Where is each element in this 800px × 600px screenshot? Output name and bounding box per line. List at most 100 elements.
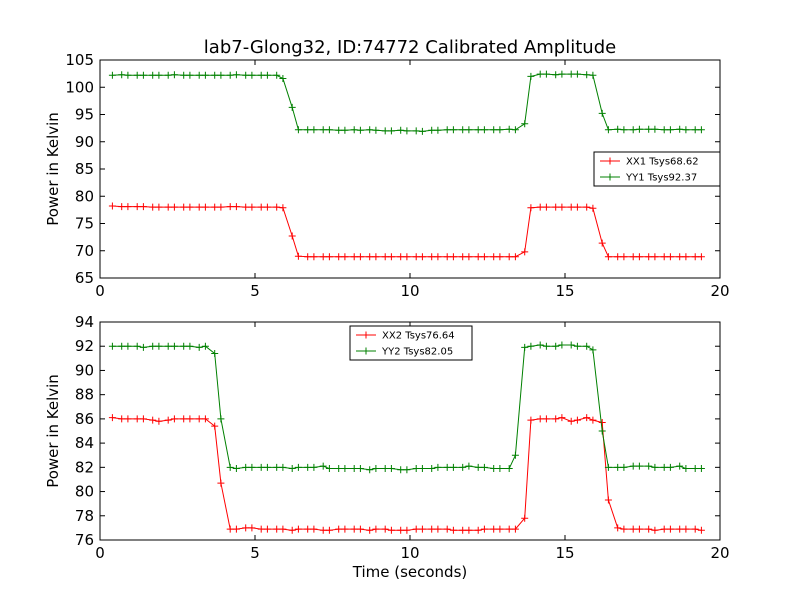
data-point xyxy=(682,126,690,134)
y-tick-label: 92 xyxy=(75,337,94,355)
data-point xyxy=(418,465,426,473)
data-point xyxy=(527,342,535,350)
data-point xyxy=(366,126,374,134)
data-point xyxy=(133,342,141,350)
data-point xyxy=(459,253,467,261)
data-point xyxy=(195,71,203,79)
data-point xyxy=(527,416,535,424)
data-point xyxy=(614,253,622,261)
x-axis-label: Time (seconds) xyxy=(352,563,468,581)
data-point xyxy=(660,253,668,261)
y-tick-label: 85 xyxy=(75,160,94,178)
data-point xyxy=(372,525,380,533)
data-point xyxy=(304,463,312,471)
data-point xyxy=(217,203,225,211)
data-point xyxy=(449,526,457,534)
data-point xyxy=(474,126,482,134)
data-point xyxy=(465,462,473,470)
data-point xyxy=(263,203,271,211)
data-point xyxy=(164,416,172,424)
data-point xyxy=(180,203,188,211)
data-point xyxy=(310,253,318,261)
data-point xyxy=(201,342,209,350)
data-point xyxy=(697,526,705,534)
data-point xyxy=(366,466,374,474)
legend: XX1 Tsys68.62 YY1 Tsys92.37 xyxy=(593,151,721,187)
data-point xyxy=(573,416,581,424)
data-point xyxy=(257,71,265,79)
x-tick-label: 10 xyxy=(400,282,419,300)
y-tick-label: 84 xyxy=(75,434,94,452)
data-point xyxy=(288,526,296,534)
data-point xyxy=(449,253,457,261)
data-point xyxy=(139,415,147,423)
data-point xyxy=(294,525,302,533)
data-point xyxy=(465,126,473,134)
data-point xyxy=(201,203,209,211)
data-point xyxy=(248,203,256,211)
data-point xyxy=(691,465,699,473)
data-point xyxy=(387,253,395,261)
data-point xyxy=(335,465,343,473)
data-point xyxy=(505,525,513,533)
data-point xyxy=(381,253,389,261)
data-point xyxy=(511,525,519,533)
data-point xyxy=(459,463,467,471)
data-point xyxy=(645,125,653,133)
data-point xyxy=(443,463,451,471)
data-point xyxy=(139,343,147,351)
data-point xyxy=(155,71,163,79)
data-point xyxy=(589,71,597,79)
data-point xyxy=(201,415,209,423)
data-point xyxy=(505,125,513,133)
data-point xyxy=(319,526,327,534)
legend-marker xyxy=(606,157,614,165)
data-point xyxy=(325,465,333,473)
series-2 xyxy=(108,70,705,135)
data-point xyxy=(211,203,219,211)
data-point xyxy=(273,71,281,79)
data-point xyxy=(434,126,442,134)
data-point xyxy=(465,526,473,534)
data-point xyxy=(263,525,271,533)
data-point xyxy=(604,126,612,134)
data-point xyxy=(589,416,597,424)
data-point xyxy=(598,427,606,435)
data-point xyxy=(635,525,643,533)
data-point xyxy=(660,525,668,533)
data-point xyxy=(660,126,668,134)
data-point xyxy=(552,203,560,211)
data-point xyxy=(614,463,622,471)
data-point xyxy=(164,342,172,350)
data-point xyxy=(118,415,126,423)
data-point xyxy=(325,526,333,534)
data-point xyxy=(294,463,302,471)
data-point xyxy=(449,463,457,471)
data-point xyxy=(263,71,271,79)
data-point xyxy=(583,342,591,350)
y-tick-label: 70 xyxy=(75,242,94,260)
data-point xyxy=(434,253,442,261)
data-point xyxy=(335,525,343,533)
data-point xyxy=(304,525,312,533)
legend-marker xyxy=(362,331,370,339)
data-point xyxy=(248,524,256,532)
data-point xyxy=(242,524,250,532)
data-point xyxy=(567,417,575,425)
data-point xyxy=(505,253,513,261)
x-tick-label: 0 xyxy=(95,544,105,562)
data-point xyxy=(403,127,411,135)
data-point xyxy=(490,525,498,533)
data-point xyxy=(108,202,116,210)
data-point xyxy=(459,526,467,534)
data-point xyxy=(666,126,674,134)
data-point xyxy=(232,71,240,79)
x-tick-label: 20 xyxy=(710,282,729,300)
data-point xyxy=(387,526,395,534)
data-point xyxy=(387,465,395,473)
data-point xyxy=(133,415,141,423)
data-point xyxy=(573,203,581,211)
data-point xyxy=(660,463,668,471)
data-point xyxy=(682,525,690,533)
data-point xyxy=(604,496,612,504)
